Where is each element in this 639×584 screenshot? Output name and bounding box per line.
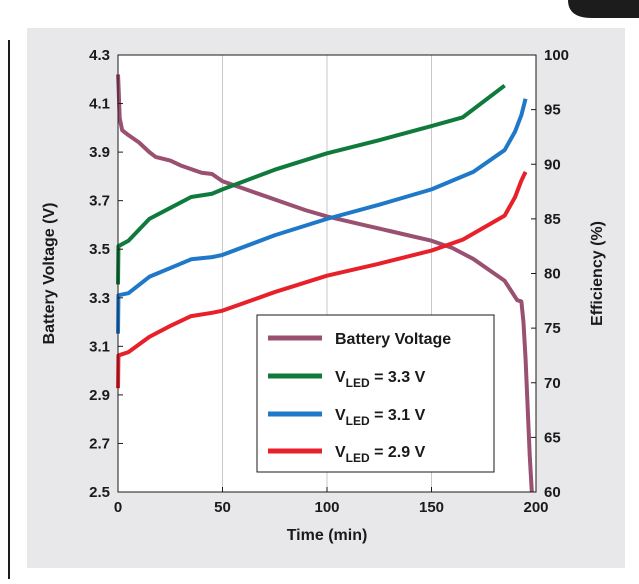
- y-left-tick-label: 3.3: [89, 290, 110, 307]
- y-left-tick-label: 4.1: [89, 96, 110, 113]
- y-right-tick-label: 60: [544, 484, 561, 501]
- legend-label: Battery Voltage: [335, 331, 451, 348]
- y-right-tick-label: 100: [544, 47, 569, 64]
- series-lines: [116, 74, 534, 493]
- y-left-tick-label: 3.7: [89, 193, 110, 210]
- y-right-tick-label: 70: [544, 375, 561, 392]
- header-bar: [0, 0, 639, 18]
- y-left-tick-label: 3.5: [89, 241, 110, 258]
- y-left-tick-label: 3.1: [89, 338, 110, 355]
- y-axis-left-label: Battery Voltage (V): [41, 203, 58, 345]
- y-left-tick-label: 2.5: [89, 484, 110, 501]
- x-tick-label: 50: [214, 499, 231, 516]
- y-right-tick-label: 65: [544, 429, 561, 446]
- series-line-0: [116, 74, 534, 493]
- x-tick-label: 150: [419, 499, 444, 516]
- legend-label: VLED = 3.3 V: [335, 369, 426, 390]
- y-axis-right-label: Efficiency (%): [589, 221, 606, 326]
- y-right-tick-label: 90: [544, 156, 561, 173]
- x-axis-label: Time (min): [287, 527, 368, 544]
- series-line-3: [116, 171, 528, 389]
- ticks: 0 50 100 150 200 2.5 2.7 2.9 3.1 3.3 3.5 3.7 3.9 4.1 4…: [89, 47, 569, 516]
- legend: Battery Voltage VLED = 3.3 V VLED = 3.1 V V…: [256, 314, 495, 473]
- y-left-tick-label: 2.9: [89, 387, 110, 404]
- x-tick-label: 200: [523, 499, 548, 516]
- legend-label: VLED = 2.9 V: [335, 444, 426, 465]
- y-right-tick-label: 80: [544, 266, 561, 283]
- series-line-2: [116, 98, 528, 334]
- left-margin-rule: [8, 40, 10, 579]
- y-right-tick-label: 75: [544, 320, 561, 337]
- x-tick-label: 100: [314, 499, 339, 516]
- y-left-tick-label: 3.9: [89, 144, 110, 161]
- y-left-tick-label: 2.7: [89, 435, 110, 452]
- series-line-1: [116, 83, 506, 285]
- y-left-tick-label: 4.3: [89, 47, 110, 64]
- y-right-tick-label: 85: [544, 211, 561, 228]
- legend-box: [256, 314, 495, 473]
- legend-label: VLED = 3.1 V: [335, 407, 426, 428]
- x-tick-label: 0: [114, 499, 122, 516]
- y-right-tick-label: 95: [544, 102, 561, 119]
